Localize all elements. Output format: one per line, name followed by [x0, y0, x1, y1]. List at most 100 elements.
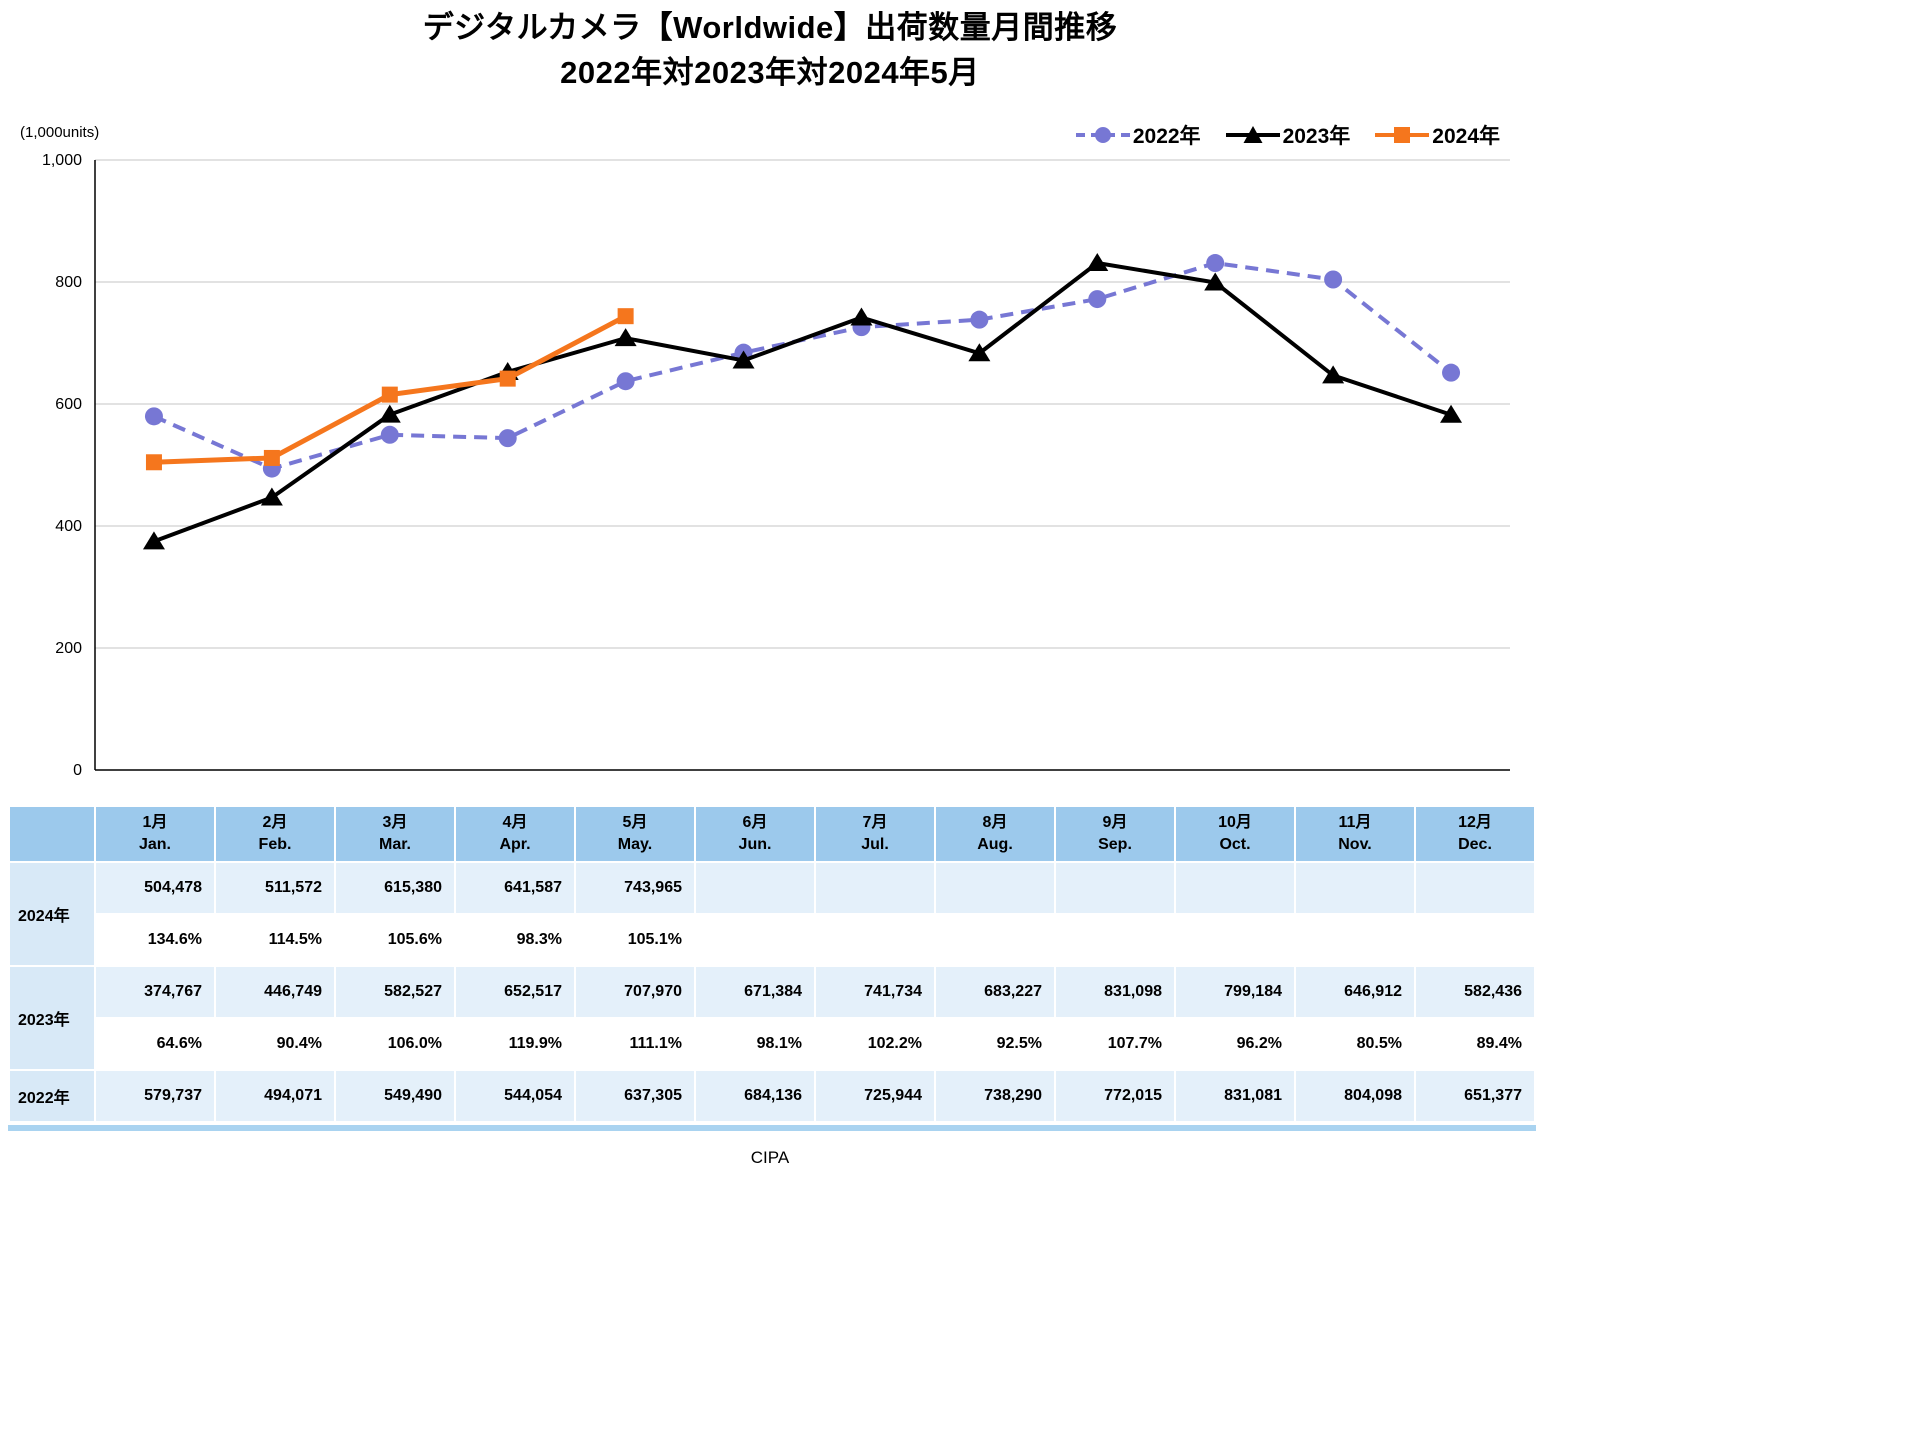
y-tick-label: 1,000: [42, 152, 82, 169]
data-point: [614, 328, 637, 347]
value-cell: [1054, 861, 1176, 915]
data-point: [1324, 270, 1343, 289]
data-point: [144, 407, 163, 426]
value-cell: 831,081: [1174, 1069, 1296, 1123]
year-label: 2024年: [8, 861, 96, 967]
table-row: 2023年 374,767 446,749 582,527 652,517 707,970…: [8, 965, 1536, 1071]
pct-cell: 96.2%: [1174, 1017, 1296, 1071]
table-row-pct: 134.6% 114.5% 105.6% 98.3% 105.1%: [9, 913, 1536, 967]
chart-report: デジタルカメラ【Worldwide】出荷数量月間推移 2022年対2023年対2…: [0, 6, 1540, 1167]
month-header: 9月 Sep.: [1054, 805, 1176, 863]
value-cell: 446,749: [214, 965, 336, 1019]
source-label: CIPA: [750, 1148, 790, 1167]
value-cell: [934, 861, 1056, 915]
pct-cell: 80.5%: [1294, 1017, 1416, 1071]
value-cell: 799,184: [1174, 965, 1296, 1019]
line-chart-svg: 0 200 400 600 800 1,000: [42, 152, 1510, 779]
year-label: 2022年: [8, 1069, 96, 1123]
pct-cell: 134.6%: [94, 913, 216, 967]
y-axis-unit-label: (1,000units): [20, 124, 100, 141]
value-cell: 831,098: [1054, 965, 1176, 1019]
value-cell: 494,071: [214, 1069, 336, 1123]
value-cell: 741,734: [814, 965, 936, 1019]
legend: 2022年 2023年 2024年: [1075, 120, 1500, 150]
month-header: 5月 May.: [574, 805, 696, 863]
pct-cell: [1294, 913, 1416, 967]
month-header: 12月 Dec.: [1414, 805, 1536, 863]
pct-cell: 92.5%: [934, 1017, 1056, 1071]
month-header: 4月 Apr.: [454, 805, 576, 863]
value-cell: 641,587: [454, 861, 576, 915]
value-cell: 504,478: [94, 861, 216, 915]
legend-marker-circle-icon: [1075, 127, 1130, 143]
value-cell: 707,970: [574, 965, 696, 1019]
value-cell: 738,290: [934, 1069, 1056, 1123]
y-tick-label: 200: [55, 640, 82, 657]
month-header: 8月 Aug.: [934, 805, 1056, 863]
legend-label: 2023年: [1282, 125, 1351, 148]
pct-cell: [1174, 913, 1296, 967]
pct-cell: 106.0%: [334, 1017, 456, 1071]
pct-cell: 105.1%: [574, 913, 696, 967]
pct-cell: [1054, 913, 1176, 967]
value-cell: 615,380: [334, 861, 456, 915]
pct-cell: 119.9%: [454, 1017, 576, 1071]
data-point: [1086, 253, 1109, 272]
line-chart: 0 200 400 600 800 1,000: [0, 148, 1540, 798]
value-cell: 582,527: [334, 965, 456, 1019]
data-point: [260, 487, 283, 506]
value-cell: 725,944: [814, 1069, 936, 1123]
data-point: [968, 343, 991, 362]
y-tick-label: 400: [55, 518, 82, 535]
value-cell: 684,136: [694, 1069, 816, 1123]
value-cell: 579,737: [94, 1069, 216, 1123]
pct-cell: [1414, 913, 1536, 967]
value-cell: 582,436: [1414, 965, 1536, 1019]
value-cell: 549,490: [334, 1069, 456, 1123]
value-cell: 651,377: [1414, 1069, 1536, 1123]
value-cell: 804,098: [1294, 1069, 1416, 1123]
data-point: [1322, 365, 1345, 384]
series-2022年: [144, 254, 1461, 478]
month-header: 2月 Feb.: [214, 805, 336, 863]
data-point: [498, 429, 517, 448]
data-point: [1442, 363, 1461, 382]
table-row-pct: 64.6% 90.4% 106.0% 119.9% 111.1% 98.1% 102.2% 9…: [9, 1017, 1536, 1071]
value-cell: 683,227: [934, 965, 1056, 1019]
pct-cell: 98.1%: [694, 1017, 816, 1071]
y-tick-label: 0: [73, 762, 82, 779]
pct-cell: 102.2%: [814, 1017, 936, 1071]
data-point: [263, 449, 280, 466]
data-point: [499, 370, 516, 387]
value-cell: [1414, 861, 1536, 915]
page-title: デジタルカメラ【Worldwide】出荷数量月間推移 2022年対2023年対2…: [0, 6, 1540, 96]
pct-cell: 107.7%: [1054, 1017, 1176, 1071]
table-row: 2022年 579,737 494,071 549,490 544,054 637,305…: [8, 1069, 1536, 1123]
table-bottom-strip: [8, 1125, 1536, 1131]
legend-item-2024年: 2024年: [1374, 120, 1500, 150]
value-cell: 743,965: [574, 861, 696, 915]
month-header: 6月 Jun.: [694, 805, 816, 863]
series-line: [153, 260, 1452, 544]
data-table: 1月 Jan. 2月 Feb. 3月 Mar. 4月 Apr. 5月 May. 6月 Jun. 7月 Ju…: [8, 805, 1536, 1123]
table-corner-cell: [8, 805, 96, 863]
title-line-1: デジタルカメラ【Worldwide】出荷数量月間推移: [422, 10, 1118, 45]
pct-cell: 98.3%: [454, 913, 576, 967]
pct-cell: [694, 913, 816, 967]
data-point: [145, 454, 162, 471]
value-cell: 646,912: [1294, 965, 1416, 1019]
table-row: 2024年 504,478 511,572 615,380 641,587 743,965: [8, 861, 1536, 967]
legend-marker-triangle-icon: [1225, 126, 1280, 143]
series-2023年: [142, 253, 1463, 550]
value-cell: 544,054: [454, 1069, 576, 1123]
data-point: [1204, 272, 1227, 291]
value-cell: 374,767: [94, 965, 216, 1019]
value-cell: 637,305: [574, 1069, 696, 1123]
value-cell: 671,384: [694, 965, 816, 1019]
legend-marker-square-icon: [1375, 127, 1430, 143]
legend-label: 2024年: [1432, 125, 1500, 148]
data-point: [1440, 404, 1463, 423]
y-tick-label: 600: [55, 396, 82, 413]
pct-cell: 89.4%: [1414, 1017, 1536, 1071]
